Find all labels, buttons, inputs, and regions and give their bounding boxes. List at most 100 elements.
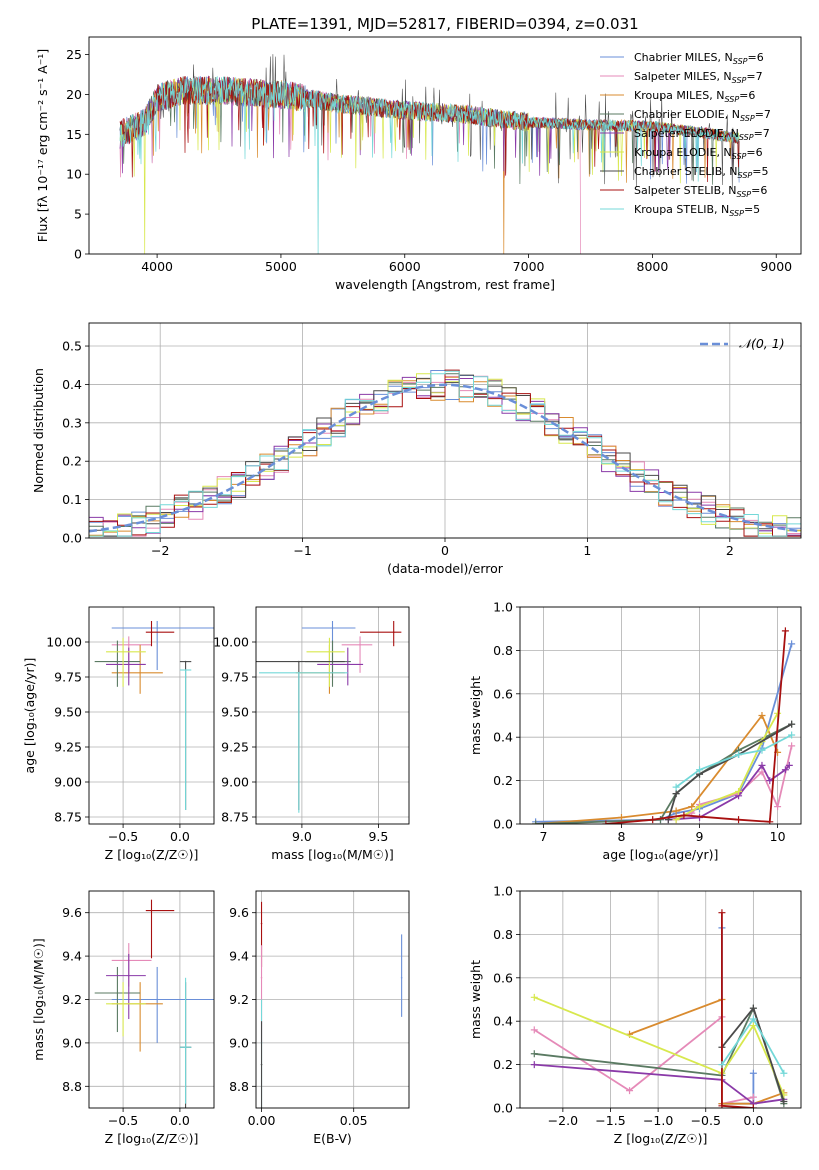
y-tick-label: 9.4 (62, 949, 82, 964)
x-axis-label: Z [log₁₀(Z/Z☉)] (105, 847, 199, 862)
y-tick-label: 0.0 (493, 817, 513, 832)
weight-marker (785, 761, 793, 769)
axes-spectrum: 4000 5000 6000 7000 8000 9000 0 5 10 15 20 25 wavele… (35, 36, 802, 292)
legend-label: Chabrier STELIB, NSSP=5 (634, 165, 768, 180)
weight-marker (758, 746, 766, 754)
weight-marker (735, 787, 743, 795)
spectrum-line (119, 75, 740, 254)
data-point (184, 1046, 187, 1049)
y-tick-label: 9.00 (54, 775, 82, 790)
x-tick-label: 2 (726, 543, 734, 558)
legend-label: Salpeter STELIB, NSSP=6 (634, 184, 767, 199)
plot-area-residuals (89, 369, 801, 537)
weight-marker (781, 766, 789, 774)
x-axis-label: age [log₁₀(age/yr)] (603, 847, 719, 862)
x-tick-label: 1 (583, 543, 591, 558)
data-point (347, 663, 349, 666)
weight-marker (781, 627, 789, 635)
axes-frame (88, 890, 215, 1109)
y-tick-label: 9.0 (62, 1035, 82, 1050)
x-tick-label: 5000 (265, 259, 297, 274)
weight-marker (749, 1093, 757, 1101)
weight-marker (735, 816, 743, 824)
axes-z-age: −0.5 0.0 8.75 9.00 9.25 9.50 9.75 10.00 Z [log₁₀… (22, 606, 215, 862)
axes-frame (519, 890, 802, 1109)
y-tick-label: 9.00 (221, 775, 249, 790)
axes-ebv-mass: 0.00 0.05 8.8 9.0 9.2 9.4 9.6 E(B-V) (229, 890, 410, 1146)
data-point (331, 627, 334, 629)
x-tick-label: 0 (441, 543, 449, 558)
weight-marker (749, 1022, 757, 1030)
weight-marker (749, 1104, 757, 1108)
x-tick-label: −0.5 (691, 1113, 721, 1128)
y-tick-label: 10 (66, 167, 82, 182)
weight-marker (672, 816, 680, 824)
weight-marker (766, 818, 774, 824)
weight-marker (718, 1102, 726, 1108)
y-axis-label: age [log₁₀(age/yr)] (22, 658, 37, 774)
weight-line (605, 630, 787, 824)
data-point (150, 909, 153, 912)
x-axis-label: Z [log₁₀(Z/Z☉)] (614, 1131, 708, 1146)
data-point (298, 660, 300, 663)
plot-area-age-weight (532, 627, 796, 824)
weight-marker (780, 1097, 788, 1105)
y-tick-label: 9.50 (54, 705, 82, 720)
y-tick-label: 9.2 (62, 992, 82, 1007)
data-point (139, 672, 141, 674)
x-tick-label: 0.0 (743, 1113, 763, 1128)
weight-line (534, 1063, 785, 1105)
data-point (116, 992, 119, 994)
data-point (150, 631, 153, 633)
data-point (156, 998, 158, 1001)
legend-label: Chabrier ELODIE, NSSP=7 (634, 108, 771, 123)
y-tick-label: 1.0 (493, 884, 513, 899)
y-tick-label: 0.4 (493, 1014, 513, 1029)
x-tick-label: 0.0 (170, 829, 190, 844)
x-axis-label: E(B-V) (313, 1131, 352, 1146)
weight-marker (788, 742, 796, 750)
data-point (328, 651, 331, 653)
data-point (122, 651, 124, 653)
weight-marker (758, 768, 766, 776)
weight-marker (788, 640, 796, 648)
x-axis-label: mass [log₁₀(M/M☉)] (271, 847, 393, 862)
x-tick-label: 9000 (760, 259, 792, 274)
plot-area-z-weight (530, 909, 788, 1108)
x-axis-label: Z [log₁₀(Z/Z☉)] (105, 1131, 199, 1146)
y-tick-label: 9.75 (54, 670, 82, 685)
x-tick-label: 8 (617, 829, 625, 844)
weight-line (533, 996, 785, 1096)
x-tick-label: 0.05 (340, 1113, 368, 1128)
x-tick-label: −1.0 (643, 1113, 673, 1128)
y-tick-label: 10.00 (213, 635, 249, 650)
x-tick-label: 0.00 (248, 1113, 276, 1128)
axes-frame (88, 606, 215, 825)
weight-marker (672, 790, 680, 798)
histogram-step (89, 369, 801, 537)
weight-marker (530, 1026, 538, 1034)
spectrum-legend: Chabrier MILES, NSSP=6 Salpeter MILES, NS… (600, 51, 771, 218)
weight-marker (774, 803, 782, 811)
weight-marker (718, 909, 726, 917)
data-point (116, 660, 119, 663)
x-axis-label: wavelength [Angstrom, rest frame] (335, 277, 555, 292)
weight-marker (788, 720, 796, 728)
x-tick-label: 7000 (513, 259, 545, 274)
y-tick-label: 0.4 (62, 377, 82, 392)
x-axis-label: (data-model)/error (387, 561, 504, 576)
weight-marker (532, 820, 540, 824)
y-tick-label: 8.8 (62, 1079, 82, 1094)
data-point (184, 669, 187, 671)
x-tick-label: 9.5 (368, 829, 388, 844)
data-point (156, 627, 158, 629)
y-tick-label: 15 (66, 127, 82, 142)
y-tick-label: 9.6 (62, 905, 82, 920)
plot-area-spectrum (119, 54, 740, 254)
weight-marker (749, 1069, 757, 1077)
weight-marker (688, 803, 696, 811)
weight-marker (788, 731, 796, 739)
plot-area-mass-age (256, 621, 402, 813)
y-tick-label: 20 (66, 87, 82, 102)
y-tick-label: 5 (74, 207, 82, 222)
